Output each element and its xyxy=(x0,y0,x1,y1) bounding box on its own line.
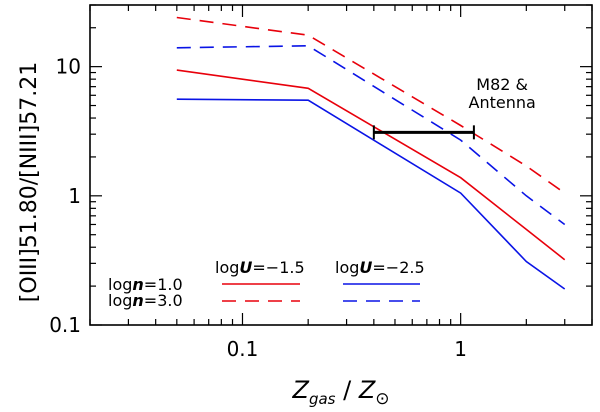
series-line-3 xyxy=(176,98,566,290)
legend-col-header-1: logU=−1.5 xyxy=(215,258,305,277)
y-tick-label: 0.1 xyxy=(49,313,81,337)
legend-row-label-1: logn=1.0 xyxy=(108,275,183,294)
x-tick-label: 0.1 xyxy=(227,337,259,361)
series-line-4 xyxy=(176,44,566,226)
plot-frame xyxy=(89,4,593,326)
series-line-1 xyxy=(176,69,566,261)
x-tick-label: 1 xyxy=(454,337,467,361)
legend-row-label-2: logn=3.0 xyxy=(108,291,183,310)
y-tick-label: 10 xyxy=(56,55,81,79)
annotation-line-1: M82 & xyxy=(476,75,528,94)
legend-col-header-2: logU=−2.5 xyxy=(335,258,425,277)
y-axis-label: [OIII]51.80/[NIII]57.21 xyxy=(17,62,42,302)
y-tick-label: 1 xyxy=(68,184,81,208)
annotation-line-2: Antenna xyxy=(469,93,536,112)
plot-marks: 0.1 1 0.1 1 10 xyxy=(49,4,593,361)
series-line-2 xyxy=(176,16,566,194)
x-axis-label: Zgas / Z⊙ xyxy=(291,376,389,409)
